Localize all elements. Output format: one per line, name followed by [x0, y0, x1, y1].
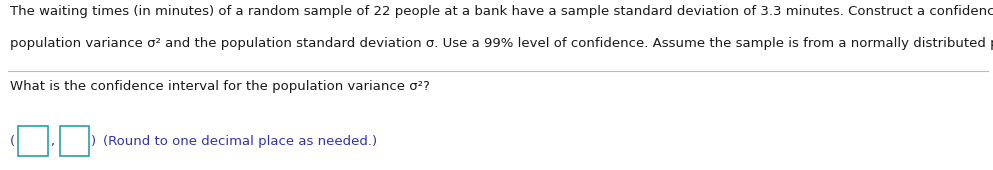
- FancyBboxPatch shape: [60, 126, 89, 156]
- FancyBboxPatch shape: [18, 126, 48, 156]
- Text: What is the confidence interval for the population variance σ²?: What is the confidence interval for the …: [10, 80, 430, 93]
- Text: ): ): [91, 135, 96, 148]
- Text: ,: ,: [50, 135, 54, 148]
- Text: The waiting times (in minutes) of a random sample of 22 people at a bank have a : The waiting times (in minutes) of a rand…: [10, 5, 993, 18]
- Text: population variance σ² and the population standard deviation σ. Use a 99% level : population variance σ² and the populatio…: [10, 37, 993, 50]
- Text: (: (: [10, 135, 15, 148]
- Text: (Round to one decimal place as needed.): (Round to one decimal place as needed.): [103, 135, 377, 148]
